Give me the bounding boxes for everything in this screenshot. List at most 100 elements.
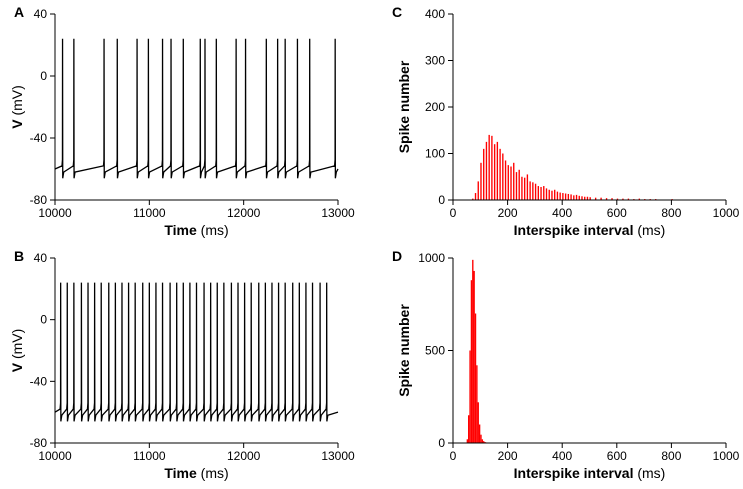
histogram-bar-c [529, 181, 531, 200]
x-tick-label-c: 0 [450, 206, 457, 220]
histogram-bar-c [499, 148, 501, 200]
panel-letter-a: A [14, 4, 24, 20]
histogram-bar-c [474, 193, 477, 200]
x-axis-label-b: Time (ms) [164, 465, 228, 481]
histogram-bar-d [468, 415, 470, 443]
histogram-bar-c [605, 198, 608, 200]
histogram-bar-c [573, 195, 575, 200]
histogram-bar-c [567, 193, 570, 200]
x-tick-label-c: 1000 [713, 206, 740, 220]
histogram-bar-c [578, 195, 580, 200]
histogram-bar-c [477, 181, 479, 200]
y-tick-label-d: 500 [425, 344, 445, 358]
y-axis-label-text-a: V [9, 116, 25, 129]
y-tick-label-a: -80 [30, 193, 48, 207]
histogram-bar-c [483, 148, 485, 200]
x-tick-label-d: 600 [607, 449, 627, 463]
panel-letter-d: D [392, 248, 402, 264]
y-tick-label-b: 40 [34, 251, 48, 265]
histogram-bar-c [513, 162, 515, 200]
y-tick-label-b: -40 [30, 374, 48, 388]
x-tick-label-a: 10000 [38, 206, 72, 220]
histogram-bar-c [543, 186, 545, 200]
x-axis-label-c: Interspike interval (ms) [514, 222, 666, 238]
x-axis-label-a: Time (ms) [164, 222, 228, 238]
histogram-bar-c [502, 153, 504, 200]
y-axis-label-text-b: V [9, 359, 25, 372]
histogram-bar-c [545, 188, 548, 201]
histogram-bar-c [551, 190, 553, 200]
histogram-bar-c [611, 198, 613, 200]
histogram-bar-c [534, 183, 537, 200]
x-tick-label-a: 13000 [321, 206, 355, 220]
y-axis-label-text-c: Spike number [396, 60, 412, 153]
x-tick-label-d: 0 [450, 449, 457, 463]
panel-letter-c: C [392, 4, 402, 20]
histogram-bar-d [480, 434, 482, 443]
panel-letter-b: B [14, 248, 24, 264]
histogram-bar-d [477, 402, 479, 443]
y-axis-label-text-d: Spike number [396, 304, 412, 397]
x-tick-label-a: 11000 [133, 206, 166, 220]
histogram-bar-c [594, 197, 597, 200]
histogram-bar-c [562, 193, 564, 200]
y-axis-label-c: Spike number [396, 60, 412, 153]
histogram-bar-d [473, 270, 475, 443]
histogram-bar-c [564, 193, 567, 200]
y-tick-label-a: -40 [30, 131, 48, 145]
histogram-bar-c [496, 141, 499, 201]
y-tick-label-d: 0 [438, 436, 445, 450]
x-axis-label-text-a: Time [164, 222, 200, 238]
y-tick-label-b: 0 [40, 313, 47, 327]
histogram-bar-c [526, 174, 529, 200]
y-tick-label-d: 1000 [418, 251, 445, 265]
x-tick-label-a: 12000 [227, 206, 261, 220]
histogram-bar-c [556, 191, 559, 200]
panel-a: A 10000 11000 12000 13000 -80 -40 0 40 Time (ms) V… [9, 4, 355, 238]
y-tick-label-c: 200 [425, 100, 445, 114]
histogram-bar-d [478, 424, 481, 443]
histogram-bar-c [638, 198, 641, 200]
histogram-bar-c [548, 189, 550, 200]
x-tick-label-d: 400 [552, 449, 572, 463]
histogram-bar-d [476, 365, 478, 443]
histogram-bar-c [581, 196, 583, 200]
x-axis-label-text-c: Interspike interval [514, 222, 638, 238]
panel-c: C 0 200 400 600 800 1000 0 100 200 300 400 Interspik… [392, 4, 740, 238]
y-tick-label-c: 100 [425, 147, 445, 161]
x-axis-label-text-b: Time [164, 465, 200, 481]
x-tick-label-b: 11000 [133, 449, 166, 463]
histogram-bar-c [554, 189, 556, 200]
histogram-bar-c [589, 197, 591, 200]
x-axis-label-unit-d: (ms) [637, 465, 665, 481]
y-tick-label-a: 40 [34, 7, 48, 21]
histogram-bar-c [488, 134, 490, 200]
histogram-bar-c [491, 135, 493, 200]
histogram-bar-c [627, 198, 630, 200]
histogram-bar-c [616, 198, 619, 200]
histogram-bar-d [470, 280, 473, 443]
histogram-bar-c [622, 198, 624, 200]
y-tick-label-c: 300 [425, 54, 445, 68]
histogram-bar-c [493, 144, 496, 200]
histogram-bar-c [521, 176, 523, 200]
x-tick-label-d: 200 [498, 449, 518, 463]
histogram-bar-c [507, 165, 509, 201]
x-tick-label-c: 400 [552, 206, 572, 220]
histogram-bar-c [540, 186, 542, 200]
y-axis-label-unit-a: (mV) [9, 85, 25, 115]
y-tick-label-b: -80 [30, 436, 48, 450]
x-tick-label-b: 10000 [38, 449, 72, 463]
histogram-bar-c [586, 196, 589, 200]
x-tick-label-c: 200 [498, 206, 518, 220]
histogram-bar-d [469, 350, 471, 443]
y-tick-label-c: 400 [425, 7, 445, 21]
histogram-bar-c [584, 196, 586, 200]
x-tick-label-c: 800 [661, 206, 681, 220]
histogram-bar-d [466, 439, 469, 443]
histogram-bar-d [474, 313, 477, 443]
histogram-bar-d [481, 439, 484, 443]
histogram-bar-c [537, 186, 539, 200]
y-axis-label-d: Spike number [396, 304, 412, 397]
